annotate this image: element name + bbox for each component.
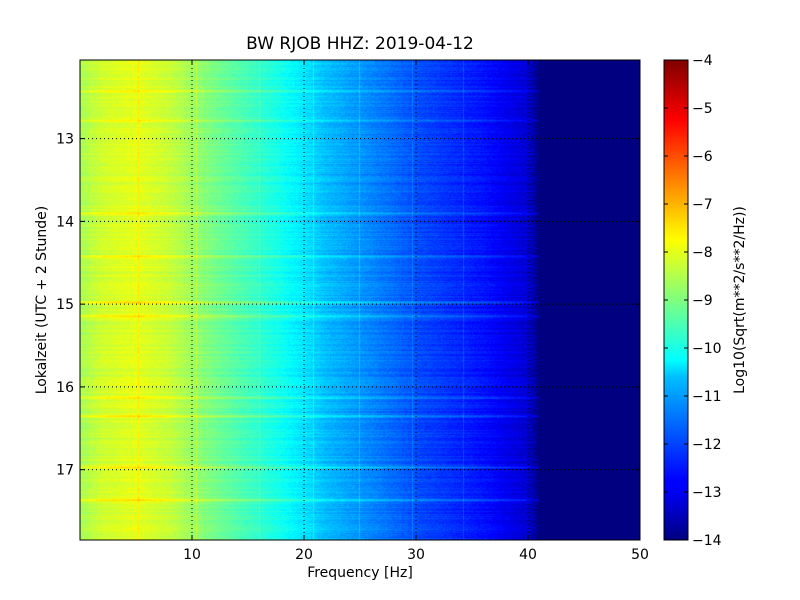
spectrogram-heatmap bbox=[80, 60, 640, 540]
heatmap-image bbox=[80, 60, 640, 540]
colorbar-tick-label: −13 bbox=[692, 485, 722, 501]
x-axis-label: Frequency [Hz] bbox=[307, 565, 413, 581]
colorbar-tick-label: −5 bbox=[692, 101, 713, 117]
colorbar-tick-label: −8 bbox=[692, 245, 713, 261]
colorbar-tick-label: −14 bbox=[692, 533, 722, 549]
colorbar-tick-label: −10 bbox=[692, 341, 722, 357]
grid-lines bbox=[80, 60, 640, 540]
x-tick-label: 30 bbox=[407, 547, 425, 563]
colorbar-tick-label: −7 bbox=[692, 197, 713, 213]
x-tick-label: 20 bbox=[295, 547, 313, 563]
x-axis-ticks: 10 20 30 40 50 bbox=[183, 60, 649, 563]
colorbar-tick-label: −6 bbox=[692, 149, 713, 165]
y-tick-label: 13 bbox=[56, 132, 74, 148]
chart-title: BW RJOB HHZ: 2019-04-12 bbox=[246, 34, 474, 54]
colorbar-ticks: −4 −5 −6 −7 −8 −9 −10 −11 −12 −13 −14 bbox=[664, 53, 722, 549]
plot-frame bbox=[79, 59, 641, 541]
colorbar-tick-label: −11 bbox=[692, 389, 722, 405]
colorbar-tick-label: −4 bbox=[692, 53, 713, 69]
colorbar-tick-label: −12 bbox=[692, 437, 722, 453]
y-axis-label: Lokalzeit (UTC + 2 Stunde) bbox=[34, 206, 50, 395]
colorbar-tick-label: −9 bbox=[692, 293, 713, 309]
y-tick-label: 14 bbox=[56, 214, 74, 230]
x-tick-label: 10 bbox=[183, 547, 201, 563]
x-tick-label: 50 bbox=[631, 547, 649, 563]
y-tick-label: 16 bbox=[56, 380, 74, 396]
y-axis-ticks: 13 14 15 16 17 bbox=[56, 132, 640, 479]
y-tick-label: 15 bbox=[56, 297, 74, 313]
x-tick-label: 40 bbox=[519, 547, 537, 563]
y-tick-label: 17 bbox=[56, 463, 74, 479]
colorbar-label: Log10(Sqrt(m**2/s**2/Hz)) bbox=[732, 206, 748, 394]
